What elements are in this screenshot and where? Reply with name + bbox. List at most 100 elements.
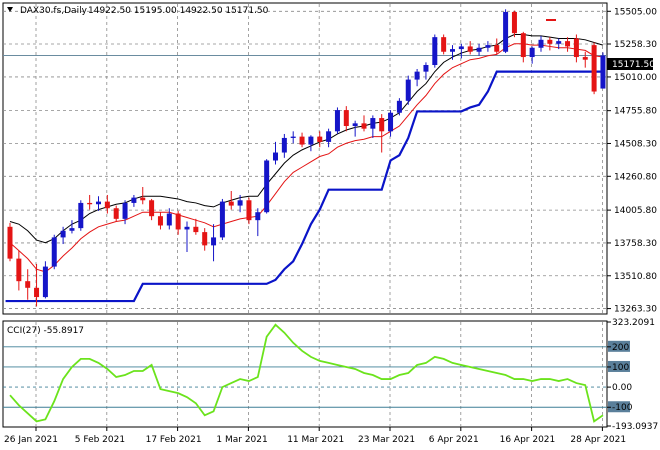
y-tick-label: 13758.30 — [614, 239, 657, 249]
candle-body — [600, 55, 606, 89]
cci-panel-frame — [2, 320, 608, 428]
cci-series — [9, 323, 604, 423]
candle-body — [334, 110, 340, 132]
candle-body — [573, 38, 579, 58]
candle-body — [149, 200, 155, 217]
trail-stop-line — [5, 70, 603, 303]
candle-body — [166, 213, 172, 226]
x-tick-label: 28 Apr 2021 — [570, 435, 626, 445]
current-price-label: 15171.50 — [612, 60, 655, 70]
candle-body — [379, 118, 385, 132]
x-tick-label: 1 Mar 2021 — [216, 435, 267, 445]
x-tick-label: 26 Jan 2021 — [4, 435, 58, 445]
candle-body — [441, 37, 447, 52]
candle-body — [122, 202, 128, 219]
x-axis: 26 Jan 2021 5 Feb 2021 17 Feb 2021 1 Mar 20… — [4, 427, 626, 445]
y-tick-label: 14508.30 — [614, 139, 657, 149]
candle-body — [281, 137, 287, 153]
candle-body — [538, 39, 544, 48]
candle-body — [264, 160, 270, 213]
candle-body — [485, 45, 491, 48]
candle-body — [25, 281, 31, 288]
candle-body — [591, 45, 597, 92]
candle-body — [565, 41, 571, 47]
x-tick-label: 16 Apr 2021 — [500, 435, 556, 445]
candle-body — [193, 226, 199, 233]
candle-body — [405, 79, 411, 101]
cci-panel: 323.2091 200 100 0.00 -100 -193.0937 CCI(27) … — [2, 318, 658, 432]
y-tick-label: 15258.30 — [614, 40, 657, 50]
candle-body — [290, 136, 296, 138]
candle-body — [547, 39, 553, 44]
candle-body — [42, 266, 48, 298]
candle-body — [326, 131, 332, 142]
candle-body — [184, 226, 190, 230]
cci-y-tick-label: 323.2091 — [612, 318, 655, 328]
cci-line — [9, 323, 604, 423]
candle-body — [273, 152, 278, 161]
candle-body — [157, 216, 163, 226]
candle-body — [511, 11, 517, 34]
x-tick-label: 11 Mar 2021 — [287, 435, 344, 445]
candle-body — [467, 46, 473, 52]
candle-body — [503, 11, 509, 52]
y-tick-label: 14755.80 — [614, 107, 657, 117]
candle-body — [113, 208, 119, 219]
x-tick-label: 17 Feb 2021 — [146, 435, 202, 445]
candle-body — [202, 232, 208, 246]
candle-body — [432, 37, 438, 66]
candle-body — [423, 65, 429, 72]
candle-body — [78, 202, 84, 229]
candle-body — [16, 258, 22, 282]
candle-body — [352, 123, 358, 127]
main-panel-frame — [2, 2, 608, 315]
candle-body — [211, 237, 217, 246]
candle-body — [87, 202, 93, 205]
candle-body — [255, 212, 261, 221]
candle-body — [51, 237, 57, 267]
cci-y-tick-label: 200 — [612, 343, 629, 353]
candle-body — [317, 136, 323, 142]
candle-body — [556, 41, 562, 44]
candle-body — [520, 33, 526, 58]
cci-level-tag — [608, 340, 630, 352]
cci-y-tick-label: -193.0937 — [612, 422, 658, 432]
y-tick-label: 13510.80 — [614, 272, 657, 282]
candle-body — [582, 57, 588, 60]
candle-body — [246, 200, 252, 221]
candle-body — [361, 123, 367, 129]
candle-body — [34, 287, 40, 298]
candle-body — [529, 47, 535, 58]
y-tick-label: 13263.30 — [614, 305, 657, 315]
cci-y-tick-label: 100 — [612, 363, 629, 373]
main-y-axis: 15505.00 15258.30 15010.00 14755.80 14508.30… — [607, 7, 657, 315]
candle-body — [175, 213, 181, 230]
cci-y-axis: 323.2091 200 100 0.00 -100 -193.0937 — [607, 318, 658, 432]
main-series — [3, 9, 607, 307]
candle-body — [60, 230, 66, 238]
candle-body — [131, 197, 137, 203]
candle-body — [370, 118, 376, 129]
ohlc-label: 14922.50 15195.00 14922.50 15171.50 — [88, 6, 269, 16]
y-tick-label: 14005.80 — [614, 206, 657, 216]
candle-body — [396, 100, 402, 113]
candle-body — [458, 46, 464, 50]
main-grid — [3, 4, 607, 313]
y-tick-label: 15505.00 — [614, 7, 657, 17]
x-tick-label: 6 Apr 2021 — [429, 435, 479, 445]
current-price-tag: 15171.50 — [607, 58, 655, 70]
cci-y-tick-label: -100 — [612, 403, 633, 413]
candle-body — [450, 49, 455, 52]
candle-body — [237, 200, 243, 206]
candle-body — [308, 136, 314, 145]
candle-body — [104, 201, 110, 209]
candle-body — [219, 201, 225, 238]
candle-body — [7, 226, 13, 259]
candle-body — [140, 197, 146, 201]
y-tick-label: 15010.00 — [614, 73, 657, 83]
symbol-label: DAX30.fs,Daily — [20, 6, 88, 16]
x-tick-label: 23 Mar 2021 — [358, 435, 415, 445]
collapse-triangle-icon[interactable] — [7, 7, 13, 12]
cci-label: CCI(27) -55.8917 — [7, 326, 84, 336]
